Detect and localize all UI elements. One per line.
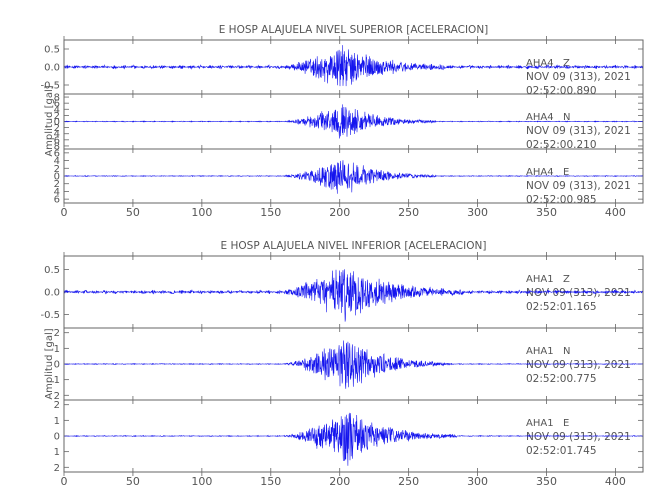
component-label: N	[563, 346, 570, 357]
y-tick-label: 2	[54, 391, 60, 402]
component-label: Z	[563, 274, 570, 285]
record-date: NOV 09 (313), 2021	[526, 125, 631, 137]
record-time: 02:52:00.210	[526, 139, 597, 151]
trace-panel-aha1-n: 2 1 0 1 2 AHA1 N NOV 09 (313), 2021 02:52:00.775	[54, 328, 631, 402]
x-axis: 0 50 100 150 200 250 300 350 400	[61, 475, 626, 488]
y-tick-label: 0.5	[44, 265, 60, 276]
y-tick-label: 6	[54, 135, 60, 146]
y-tick-label: 2	[54, 400, 60, 411]
y-tick-label: 1	[54, 416, 60, 427]
y-tick-label: 2	[54, 179, 60, 190]
x-tick-label: 50	[126, 475, 140, 488]
x-tick-label: 250	[398, 475, 419, 488]
y-tick-label: 0	[54, 432, 60, 443]
waveform-line	[63, 160, 644, 194]
waveform-line	[63, 269, 644, 322]
y-axis-label: Amplitud [gal]	[44, 85, 55, 156]
record-date: NOV 09 (313), 2021	[526, 71, 631, 83]
record-time: 02:52:00.985	[526, 194, 597, 206]
x-tick-label: 100	[191, 206, 212, 219]
x-tick-label: 400	[605, 206, 626, 219]
y-tick-label: -0.5	[40, 310, 60, 321]
y-tick-label: 8	[54, 93, 60, 104]
component-label: N	[563, 112, 570, 123]
y-tick-label: 4	[54, 129, 60, 140]
y-tick-label: 4	[54, 105, 60, 116]
x-tick-label: 50	[126, 206, 140, 219]
record-time: 02:52:01.165	[526, 301, 597, 313]
waveform-line	[63, 104, 643, 139]
station-label: AHA4	[526, 167, 554, 178]
station-label: AHA4	[526, 112, 554, 123]
y-tick-label: 2	[54, 111, 60, 122]
station-label: AHA4	[526, 58, 554, 69]
x-tick-label: 150	[260, 475, 281, 488]
chart-title: E HOSP ALAJUELA NIVEL SUPERIOR [ACELERAC…	[219, 24, 489, 36]
x-tick-label: 200	[329, 206, 350, 219]
x-tick-label: 0	[61, 475, 68, 488]
trace-panel-aha1-z: 0.5 0.0 -0.5 AHA1 Z NOV 09 (313), 2021 02:52:0…	[40, 265, 630, 321]
panel-frame	[63, 148, 644, 204]
y-tick-label: 1	[54, 344, 60, 355]
x-tick-label: 300	[467, 475, 488, 488]
y-tick-label: 6	[54, 195, 60, 206]
trace-panel-aha1-e: 2 1 0 1 2 AHA1 E NOV 09 (313), 2021 02:52:01.745	[54, 400, 631, 474]
y-tick-label: 2	[54, 463, 60, 474]
y-tick-label: 6	[54, 99, 60, 110]
record-date: NOV 09 (313), 2021	[526, 359, 631, 371]
x-tick-label: 200	[329, 475, 350, 488]
y-tick-label: 6	[54, 148, 60, 159]
y-tick-label: 0.5	[44, 45, 60, 56]
station-label: AHA1	[526, 346, 554, 357]
waveform-line	[63, 412, 644, 466]
y-tick-label: 0	[54, 172, 60, 183]
y-tick-label: 2	[54, 328, 60, 339]
y-tick-label: -0.5	[40, 81, 60, 92]
x-tick-label: 300	[467, 206, 488, 219]
x-tick-label: 350	[536, 475, 557, 488]
y-tick-label: 0	[54, 360, 60, 371]
y-tick-label: 4	[54, 187, 60, 198]
record-time: 02:52:01.745	[526, 445, 597, 457]
y-tick-label: 4	[54, 156, 60, 167]
x-tick-label: 100	[191, 475, 212, 488]
y-tick-label: 0.0	[44, 288, 60, 299]
record-date: NOV 09 (313), 2021	[526, 287, 631, 299]
x-tick-label: 250	[398, 206, 419, 219]
waveform-line	[63, 340, 644, 389]
y-tick-label: 8	[54, 141, 60, 152]
y-tick-label: 1	[54, 447, 60, 458]
x-axis: 0 50 100 150 200 250 300 350 400	[61, 206, 626, 219]
y-tick-label: 2	[54, 164, 60, 175]
station-label: AHA1	[526, 274, 554, 285]
record-date: NOV 09 (313), 2021	[526, 180, 631, 192]
station-label: AHA1	[526, 418, 554, 429]
record-time: 02:52:00.890	[526, 85, 597, 97]
y-tick-label: 0	[54, 117, 60, 128]
record-date: NOV 09 (313), 2021	[526, 431, 631, 443]
component-label: E	[563, 418, 569, 429]
component-label: E	[563, 167, 569, 178]
record-time: 02:52:00.775	[526, 373, 597, 385]
panel-frame	[63, 399, 644, 473]
y-tick-label: 2	[54, 123, 60, 134]
x-tick-label: 400	[605, 475, 626, 488]
x-tick-label: 350	[536, 206, 557, 219]
component-label: Z	[563, 58, 570, 69]
y-tick-label: 1	[54, 375, 60, 386]
y-axis-label: Amplitud [gal]	[44, 328, 55, 399]
x-tick-label: 150	[260, 206, 281, 219]
y-tick-label: 0.0	[44, 63, 60, 74]
chart-title: E HOSP ALAJUELA NIVEL INFERIOR [ACELERAC…	[221, 240, 487, 252]
x-tick-label: 0	[61, 206, 68, 219]
waveform-line	[63, 45, 644, 87]
